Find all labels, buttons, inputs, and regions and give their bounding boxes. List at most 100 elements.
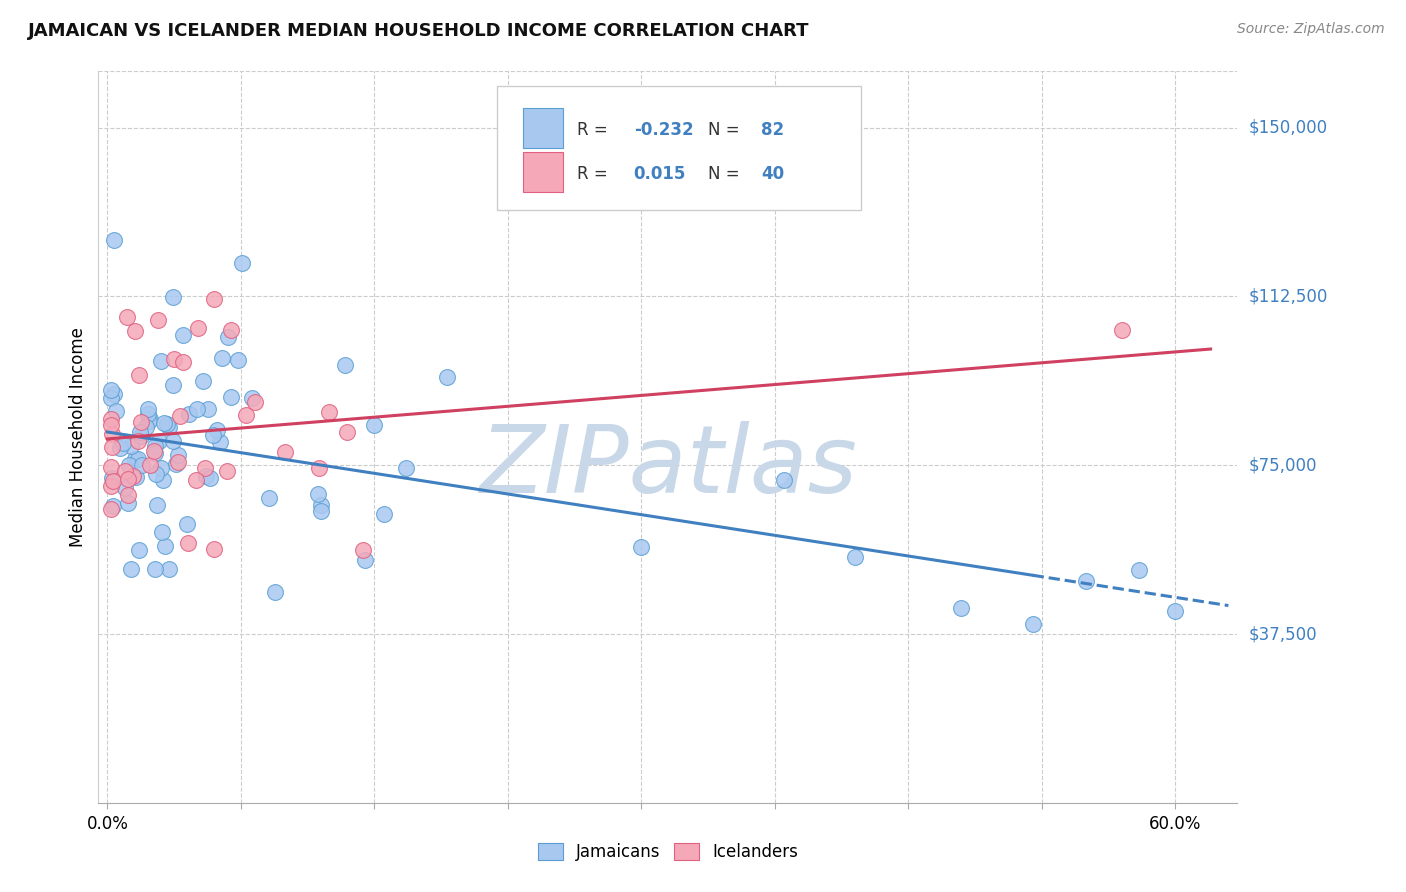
- Point: [373, 507, 395, 521]
- Point: [352, 543, 374, 558]
- Point: [197, 402, 219, 417]
- Point: [177, 535, 200, 549]
- Point: [336, 425, 359, 440]
- Point: [153, 539, 176, 553]
- Point: [112, 436, 135, 450]
- Point: [152, 474, 174, 488]
- Point: [117, 496, 139, 510]
- Text: 40: 40: [761, 165, 785, 183]
- FancyBboxPatch shape: [523, 108, 562, 148]
- Point: [177, 407, 200, 421]
- Point: [215, 465, 238, 479]
- Point: [1074, 574, 1097, 588]
- Point: [176, 516, 198, 531]
- Point: [235, 408, 257, 422]
- Point: [772, 474, 794, 488]
- Point: [114, 464, 136, 478]
- Point: [138, 401, 160, 416]
- Point: [101, 471, 124, 485]
- Point: [309, 504, 332, 518]
- Point: [128, 368, 150, 383]
- Point: [136, 407, 159, 421]
- Point: [101, 474, 124, 488]
- Point: [318, 404, 340, 418]
- Point: [1128, 563, 1150, 577]
- Point: [950, 601, 973, 615]
- Point: [143, 562, 166, 576]
- Point: [240, 391, 263, 405]
- FancyBboxPatch shape: [498, 86, 862, 211]
- Point: [145, 467, 167, 482]
- Text: ZIPatlas: ZIPatlas: [479, 421, 856, 512]
- Text: $112,500: $112,500: [1249, 287, 1327, 305]
- Point: [117, 488, 139, 502]
- Point: [127, 452, 149, 467]
- Point: [100, 460, 122, 475]
- Point: [108, 441, 131, 455]
- Point: [143, 439, 166, 453]
- Point: [363, 418, 385, 433]
- Point: [167, 455, 190, 469]
- Point: [207, 423, 229, 437]
- Legend: Jamaicans, Icelanders: Jamaicans, Icelanders: [531, 836, 804, 868]
- Point: [194, 461, 217, 475]
- Point: [202, 427, 225, 442]
- Point: [135, 419, 157, 434]
- Text: R =: R =: [576, 121, 613, 139]
- Y-axis label: Median Household Income: Median Household Income: [69, 327, 87, 547]
- Text: N =: N =: [707, 121, 745, 139]
- Point: [226, 353, 249, 368]
- Point: [117, 473, 139, 487]
- Point: [436, 370, 458, 384]
- Point: [274, 445, 297, 459]
- Point: [150, 524, 173, 539]
- Point: [257, 491, 280, 506]
- Point: [129, 425, 152, 439]
- Point: [146, 313, 169, 327]
- Point: [1021, 617, 1043, 632]
- Point: [172, 355, 194, 369]
- Point: [191, 375, 214, 389]
- FancyBboxPatch shape: [523, 152, 562, 192]
- Point: [153, 417, 176, 431]
- Point: [115, 310, 138, 324]
- Point: [100, 391, 122, 405]
- Text: 82: 82: [761, 121, 785, 139]
- Point: [167, 448, 190, 462]
- Point: [146, 498, 169, 512]
- Point: [219, 323, 242, 337]
- Point: [187, 321, 209, 335]
- Point: [219, 390, 242, 404]
- Point: [103, 499, 125, 513]
- Point: [217, 330, 239, 344]
- Point: [165, 458, 187, 472]
- Point: [124, 324, 146, 338]
- Text: -0.232: -0.232: [634, 121, 693, 139]
- Point: [118, 458, 141, 473]
- Point: [157, 419, 180, 434]
- Point: [194, 469, 217, 483]
- Text: $150,000: $150,000: [1249, 119, 1327, 136]
- Point: [202, 292, 225, 306]
- Point: [211, 351, 233, 365]
- Text: R =: R =: [576, 165, 613, 183]
- Point: [103, 233, 125, 247]
- Point: [100, 411, 122, 425]
- Point: [630, 540, 652, 554]
- Point: [128, 542, 150, 557]
- Point: [127, 434, 149, 448]
- Text: 0.015: 0.015: [634, 165, 686, 183]
- Point: [156, 417, 179, 431]
- Text: $37,500: $37,500: [1249, 625, 1317, 643]
- Point: [163, 352, 186, 367]
- Point: [162, 434, 184, 448]
- Point: [209, 435, 232, 450]
- Point: [120, 562, 142, 576]
- Point: [120, 439, 142, 453]
- Point: [138, 414, 160, 428]
- Point: [186, 402, 208, 417]
- Point: [121, 468, 143, 483]
- Point: [125, 469, 148, 483]
- Point: [114, 481, 136, 495]
- Point: [149, 353, 172, 368]
